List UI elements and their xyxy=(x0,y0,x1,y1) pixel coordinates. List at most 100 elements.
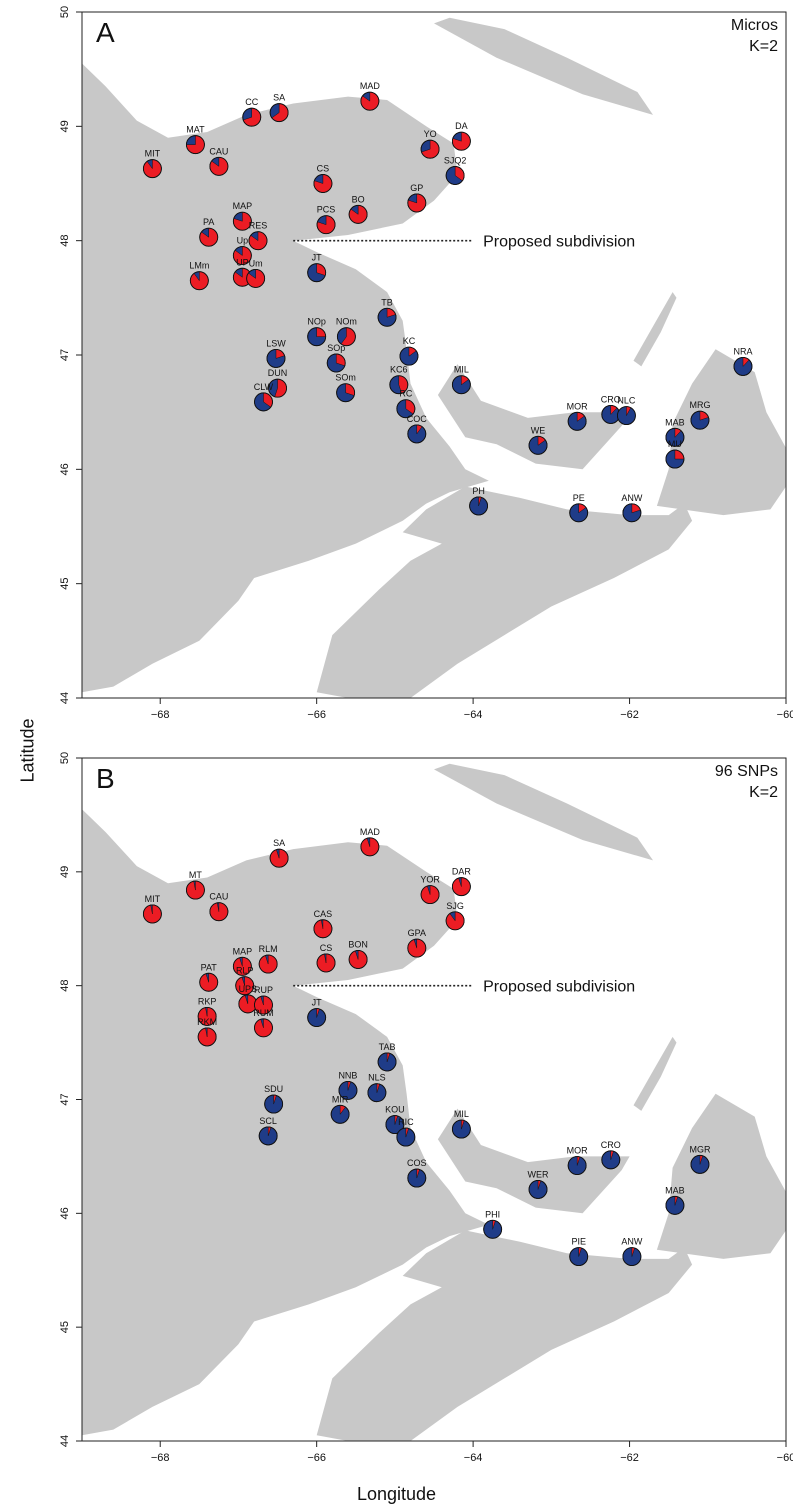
site-pie-outline xyxy=(690,1154,710,1174)
site-sjq2: SJQ2 xyxy=(444,155,466,185)
site-label: ANW xyxy=(621,1237,643,1247)
site-pie-outline xyxy=(316,215,336,235)
site-label: MAP xyxy=(233,201,253,211)
site-pie-outline xyxy=(246,268,266,288)
landmass-4 xyxy=(434,17,653,115)
site-pie-outline xyxy=(313,174,333,193)
site-pie-outline xyxy=(569,503,589,523)
site-pie-outline xyxy=(232,246,252,265)
y-tick-label: 45 xyxy=(59,1321,71,1333)
site-pie-outline xyxy=(420,885,440,905)
site-pie-outline xyxy=(396,1127,416,1147)
site-tb: TB xyxy=(377,297,397,327)
land-layer xyxy=(82,17,786,698)
x-tick-label: −66 xyxy=(307,709,326,721)
site-label: RES xyxy=(249,221,268,231)
site-cs: CS xyxy=(313,164,333,193)
site-lmm: LMm xyxy=(189,261,209,291)
site-pie-outline xyxy=(601,1150,621,1170)
site-pie-outline xyxy=(232,956,252,976)
y-tick-label: 49 xyxy=(59,120,71,132)
site-pie-outline xyxy=(248,231,268,251)
y-tick-label: 49 xyxy=(59,866,71,878)
site-lsw: LSW xyxy=(266,338,286,368)
x-axis-title: Longitude xyxy=(356,1484,437,1504)
site-sa: SA xyxy=(269,93,289,123)
map-panel-a: −68 −66 −64 −62 −60 44 45 46 47 48 49 50 A Micros K=2 P… xyxy=(59,6,793,721)
site-label: GP xyxy=(410,183,423,193)
site-pie-outline xyxy=(567,1156,587,1175)
site-label: GPA xyxy=(408,928,426,938)
site-pie-outline xyxy=(142,904,162,924)
site-label: MAP xyxy=(233,946,253,956)
site-pie-outline xyxy=(209,156,229,176)
site-label: ANW xyxy=(621,493,643,503)
site-label: MGR xyxy=(689,1144,710,1154)
site-label: MOR xyxy=(567,1146,588,1156)
site-pie-outline xyxy=(399,346,419,366)
site-sdu: SDU xyxy=(264,1084,283,1114)
site-label: MAB xyxy=(665,417,685,427)
site-pie-outline xyxy=(389,375,409,395)
site-label: YOR xyxy=(420,875,440,885)
site-pie-outline xyxy=(197,1006,217,1026)
site-label: RKP xyxy=(198,996,217,1006)
site-pie-outline xyxy=(338,1080,358,1100)
y-tick-label: 47 xyxy=(59,349,71,361)
site-pie-outline xyxy=(258,1126,278,1146)
site-dun: DUN xyxy=(268,368,287,398)
site-pie-outline xyxy=(307,327,327,347)
marker-type-label: Micros xyxy=(731,17,778,34)
site-pie-outline xyxy=(616,406,636,426)
site-pie-outline xyxy=(307,263,327,283)
site-pie-outline xyxy=(451,877,471,897)
site-pie-outline xyxy=(232,211,252,231)
site-label: COC xyxy=(407,414,428,424)
site-label: BO xyxy=(352,194,365,204)
site-pie-outline xyxy=(407,424,427,444)
site-label: MAD xyxy=(360,827,381,837)
site-clw: CLW xyxy=(254,382,274,412)
site-label: CLW xyxy=(254,382,274,392)
landmass-0 xyxy=(82,809,489,1436)
site-sjg: SJG xyxy=(445,901,465,931)
site-pie-outline xyxy=(185,135,205,155)
panel-letter: A xyxy=(96,17,115,48)
k-value-label: K=2 xyxy=(749,38,778,55)
x-tick-label: −64 xyxy=(464,1452,483,1464)
site-pie-outline xyxy=(528,435,548,455)
site-mor: MOR xyxy=(567,401,588,431)
site-bo: BO xyxy=(348,194,368,224)
site-label: UP xyxy=(236,257,249,267)
site-label: SDU xyxy=(264,1084,283,1094)
site-pcs: PCS xyxy=(316,205,336,235)
x-tick-label: −62 xyxy=(620,1452,639,1464)
site-mab: MAB xyxy=(665,1185,685,1215)
site-label: SOp xyxy=(327,343,345,353)
site-kc6: KC6 xyxy=(389,365,409,395)
site-pie-outline xyxy=(445,911,465,931)
x-tick-label: −62 xyxy=(620,709,639,721)
landmass-2 xyxy=(656,1093,786,1259)
site-nlc: NLC xyxy=(616,396,636,426)
site-anw: ANW xyxy=(621,1237,643,1267)
site-nra: NRA xyxy=(733,346,752,376)
site-label: SCL xyxy=(259,1116,277,1126)
site-label: PHI xyxy=(485,1209,500,1219)
site-da: DA xyxy=(451,121,471,151)
site-label: MAT xyxy=(186,125,205,135)
site-pie-outline xyxy=(445,166,465,185)
site-pie-outline xyxy=(336,327,356,347)
site-rlp: RLP xyxy=(235,966,255,996)
site-rlm: RLM xyxy=(259,944,278,974)
site-label: MIT xyxy=(145,894,161,904)
site-label: NLC xyxy=(617,396,636,406)
site-nop: NOp xyxy=(307,317,327,347)
y-tick-label: 46 xyxy=(59,463,71,475)
landmass-5 xyxy=(633,1036,677,1111)
site-label: CS xyxy=(317,164,330,174)
site-pie-outline xyxy=(242,107,262,127)
site-pie-outline xyxy=(209,902,229,922)
marker-type-label: 96 SNPs xyxy=(715,763,778,780)
site-label: PIE xyxy=(571,1237,586,1247)
